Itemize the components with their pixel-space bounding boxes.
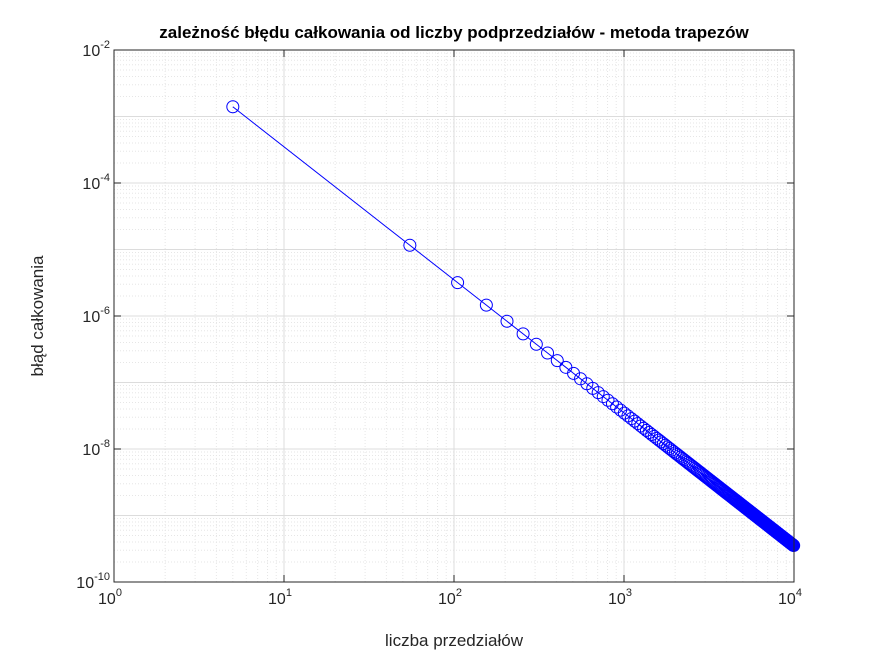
- data-point: [541, 346, 555, 360]
- data-point: [500, 314, 514, 328]
- x-tick-label: 101: [268, 587, 292, 608]
- x-tick-label: 102: [438, 587, 462, 608]
- data-point: [403, 238, 417, 252]
- x-tick-label: 103: [608, 587, 632, 608]
- data-point: [479, 298, 493, 312]
- data-point: [601, 393, 615, 407]
- data-point: [516, 327, 530, 341]
- tick-labels: 100 101 102 103 104 10-10 10-8 10-6 10-4 10-2: [76, 39, 802, 608]
- y-axis-label: błąd całkowania: [28, 255, 47, 377]
- data-point: [674, 450, 688, 464]
- x-axis-label: liczba przedziałów: [385, 631, 524, 650]
- chart-title: zależność błędu całkowania od liczby pod…: [159, 23, 749, 42]
- data-point: [652, 433, 666, 447]
- data-point: [550, 354, 564, 368]
- data-point: [650, 431, 664, 445]
- y-tick-label: 10-2: [82, 39, 110, 60]
- x-tick-label: 104: [778, 587, 802, 608]
- y-tick-label: 10-10: [76, 571, 110, 592]
- data-point: [529, 337, 543, 351]
- series-error: [226, 100, 801, 553]
- tick-marks: [113, 49, 795, 583]
- data-point: [591, 386, 605, 400]
- data-point: [226, 100, 240, 114]
- x-tick-label: 100: [98, 587, 122, 608]
- data-point: [451, 276, 465, 290]
- major-grid: [114, 50, 794, 582]
- data-point: [672, 449, 686, 463]
- y-tick-label: 10-6: [82, 305, 110, 326]
- data-point: [621, 409, 635, 423]
- y-tick-label: 10-8: [82, 438, 110, 459]
- data-point: [596, 390, 610, 404]
- data-point: [605, 397, 619, 411]
- y-tick-label: 10-4: [82, 172, 110, 193]
